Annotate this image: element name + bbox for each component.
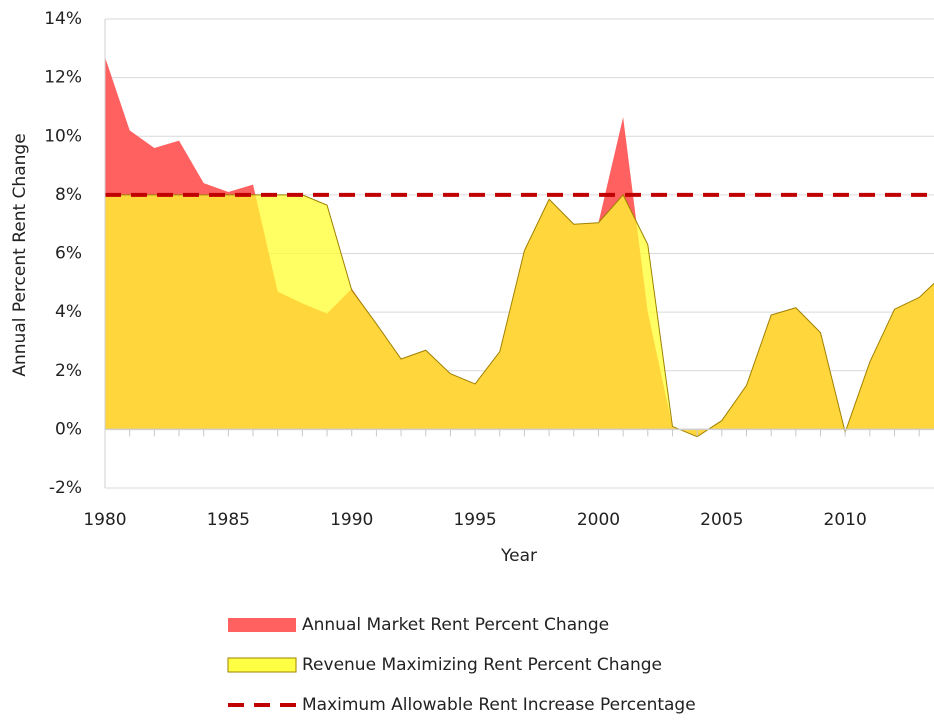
y-tick-label: 10% bbox=[44, 126, 82, 146]
y-tick-label: 12% bbox=[44, 68, 82, 88]
x-tick-label: 2005 bbox=[700, 510, 743, 530]
y-tick-label: 8% bbox=[55, 185, 82, 205]
x-tick-label: 1990 bbox=[330, 510, 373, 530]
x-tick-label: 1980 bbox=[83, 510, 126, 530]
x-tick-label: 1985 bbox=[207, 510, 250, 530]
y-tick-label: 0% bbox=[55, 419, 82, 439]
y-axis-label: Annual Percent Rent Change bbox=[10, 133, 30, 376]
plot-area bbox=[105, 57, 934, 438]
legend-swatch bbox=[228, 618, 296, 632]
legend-swatch bbox=[227, 657, 297, 673]
y-tick-label: -2% bbox=[49, 478, 82, 498]
legend-label: Annual Market Rent Percent Change bbox=[302, 615, 609, 635]
x-tick-label: 1995 bbox=[453, 510, 496, 530]
area bbox=[105, 193, 934, 438]
axes: -2% 0% 2% 4% 6% 8% 10% 12% 14% 1980 1985 1990 1995 20… bbox=[44, 9, 934, 530]
x-axis-label: Year bbox=[500, 546, 537, 566]
y-tick-label: 6% bbox=[55, 244, 82, 264]
x-tick-label: 2010 bbox=[824, 510, 867, 530]
y-tick-label: 14% bbox=[44, 9, 82, 29]
legend-label: Revenue Maximizing Rent Percent Change bbox=[302, 655, 662, 675]
legend-label: Maximum Allowable Rent Increase Percenta… bbox=[302, 695, 696, 715]
x-tick-label: 2000 bbox=[577, 510, 620, 530]
y-tick-label: 2% bbox=[55, 361, 82, 381]
y-tick-label: 4% bbox=[55, 302, 82, 322]
